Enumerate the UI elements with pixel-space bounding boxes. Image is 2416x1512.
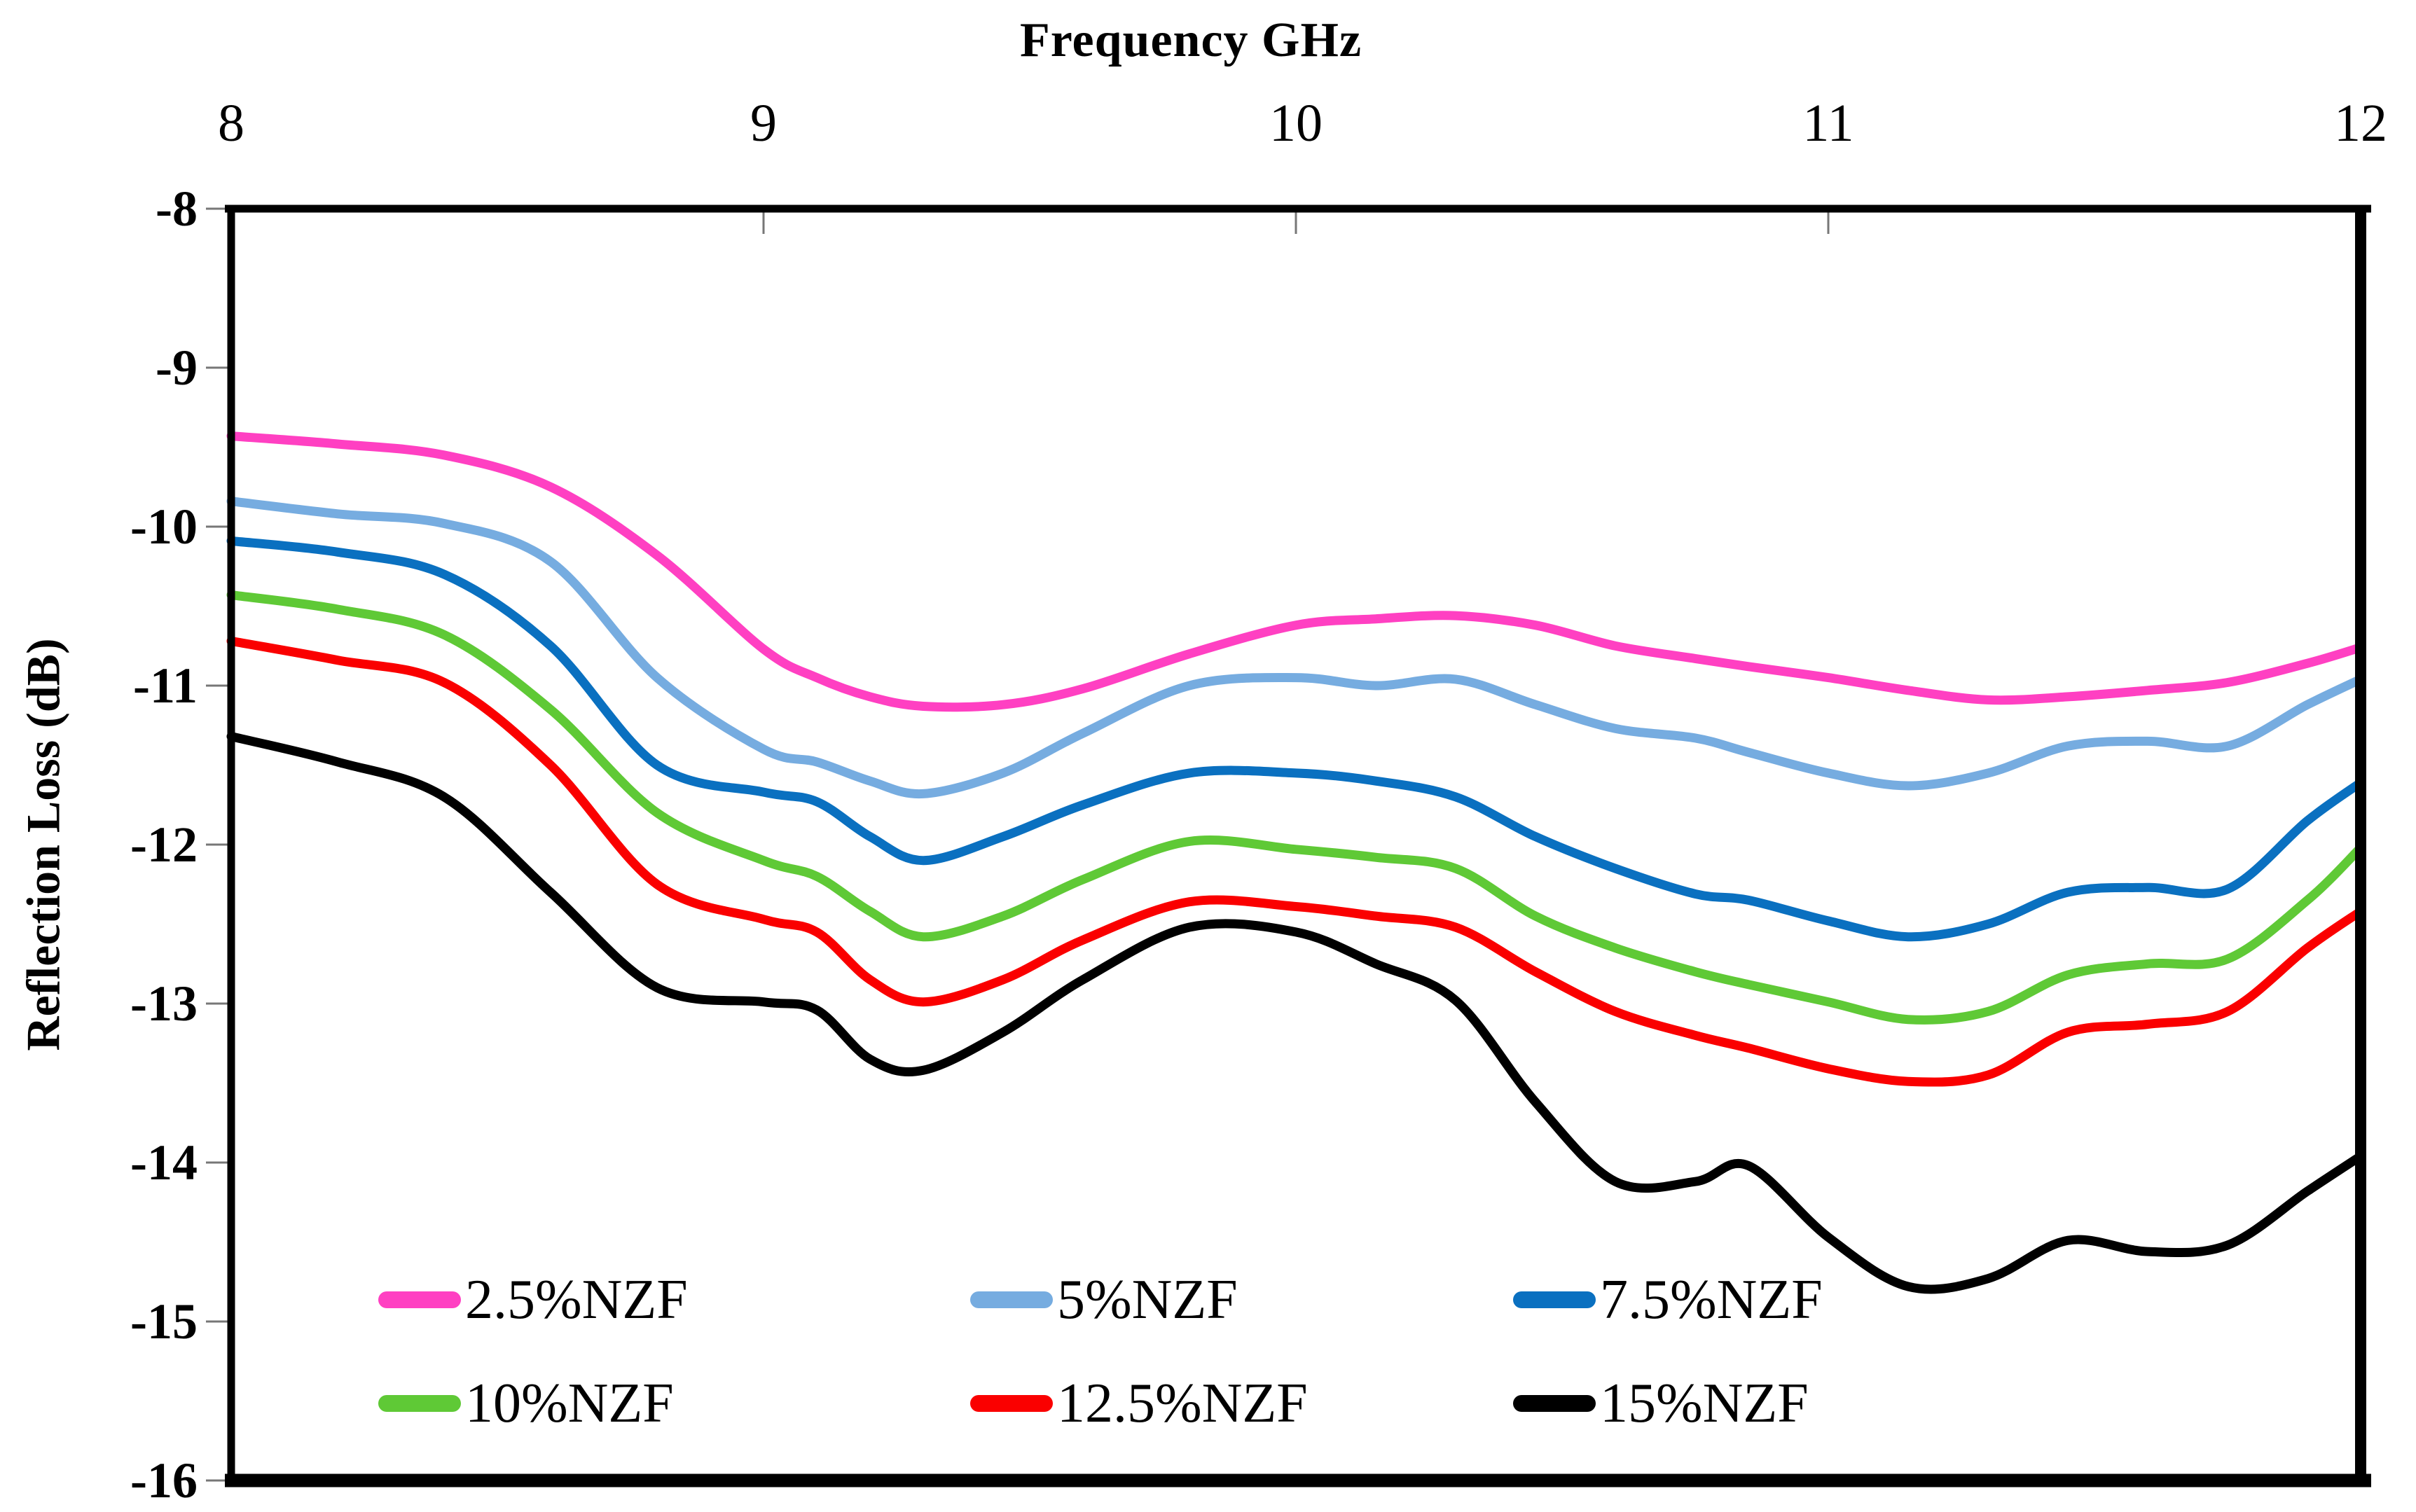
legend-label: 7.5%NZF xyxy=(1600,1269,1823,1331)
x-tick-label: 11 xyxy=(1802,94,1854,153)
legend-item: 2.5%NZF xyxy=(378,1265,688,1335)
y-tick-label: -8 xyxy=(156,181,198,237)
legend-swatch-icon xyxy=(970,1291,1053,1308)
legend-item: 5%NZF xyxy=(970,1265,1238,1335)
y-tick-label: -12 xyxy=(130,817,198,873)
y-tick-label: -10 xyxy=(130,499,198,555)
legend-item: 12.5%NZF xyxy=(970,1368,1308,1438)
y-tick-label: -9 xyxy=(156,340,198,396)
legend-swatch-icon xyxy=(970,1395,1053,1412)
x-tick-label: 8 xyxy=(218,94,244,153)
legend-label: 2.5%NZF xyxy=(465,1269,688,1331)
legend-swatch-icon xyxy=(378,1291,461,1308)
series-line-7.5%NZF xyxy=(226,536,2366,942)
x-tick-label: 10 xyxy=(1269,94,1323,153)
legend-swatch-icon xyxy=(1513,1291,1596,1308)
x-tick-label: 12 xyxy=(2334,94,2387,153)
legend-label: 12.5%NZF xyxy=(1057,1373,1308,1434)
legend-label: 5%NZF xyxy=(1057,1269,1238,1331)
y-tick-label: -13 xyxy=(130,976,198,1032)
series-line-5%NZF xyxy=(226,497,2366,799)
legend-swatch-icon xyxy=(1513,1395,1596,1412)
y-tick-label: -15 xyxy=(130,1293,198,1350)
series-line-12.5%NZF xyxy=(226,636,2366,1087)
series-line-10%NZF xyxy=(226,590,2366,1025)
legend-item: 10%NZF xyxy=(378,1368,674,1438)
y-tick-label: -14 xyxy=(130,1135,198,1191)
legend-item: 15%NZF xyxy=(1513,1368,1809,1438)
legend-item: 7.5%NZF xyxy=(1513,1265,1823,1335)
legend-label: 10%NZF xyxy=(465,1373,674,1434)
series-line-15%NZF xyxy=(226,732,2366,1294)
x-axis-title: Frequency GHz xyxy=(1019,13,1362,67)
legend-swatch-icon xyxy=(378,1395,461,1412)
series-line-2.5%NZF xyxy=(226,431,2366,712)
y-tick-label: -11 xyxy=(132,658,198,714)
legend-label: 15%NZF xyxy=(1600,1373,1809,1434)
x-tick-label: 9 xyxy=(750,94,777,153)
y-tick-label: -16 xyxy=(130,1452,198,1508)
